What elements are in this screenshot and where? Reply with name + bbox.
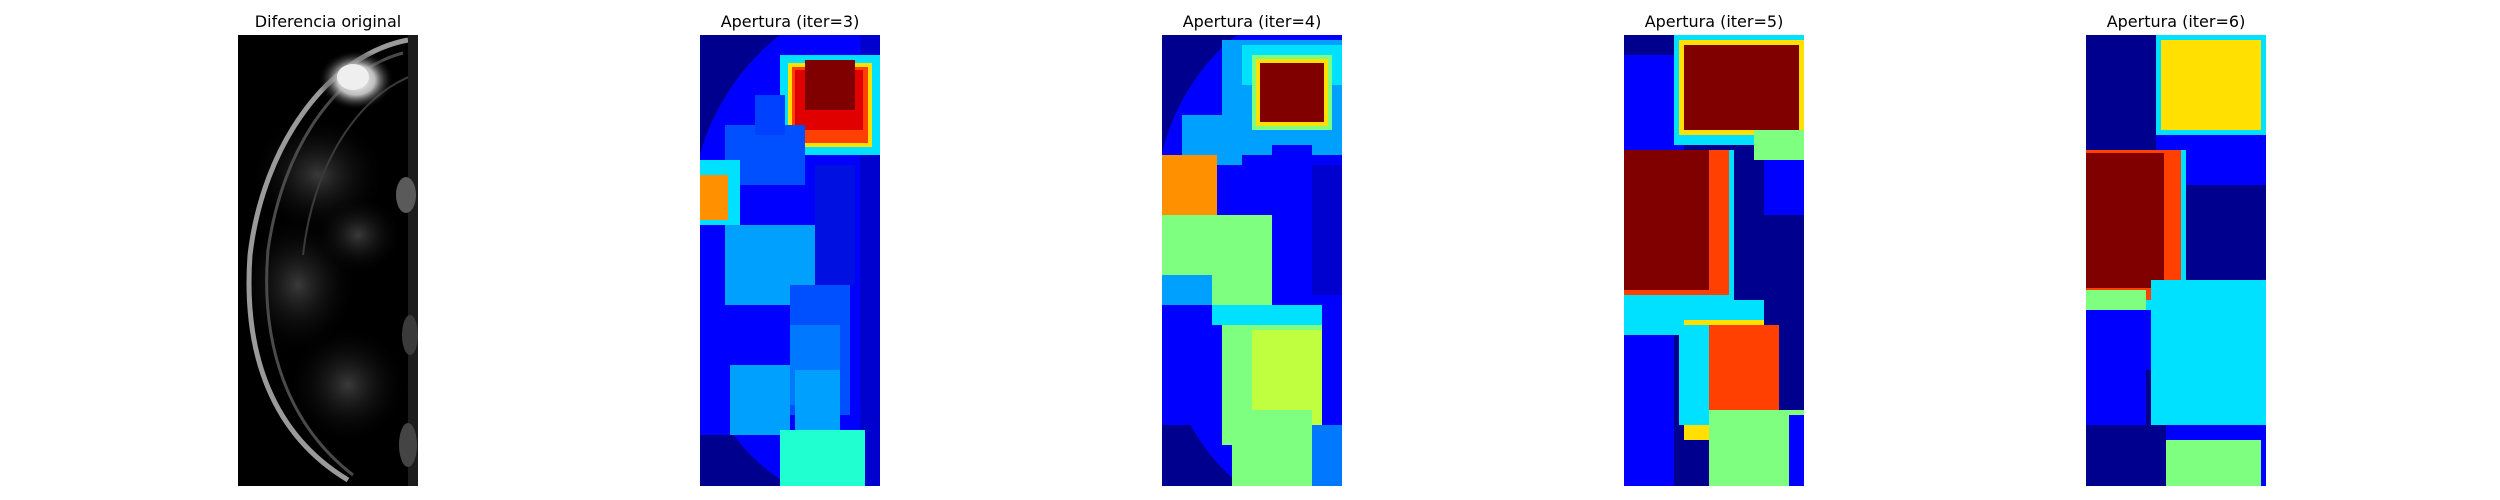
panel-iter-6: Apertura (iter=6) <box>2086 0 2266 500</box>
panel-title: Apertura (iter=6) <box>2106 12 2246 31</box>
panel-title: Diferencia original <box>254 12 402 31</box>
panel-title: Apertura (iter=5) <box>1644 12 1784 31</box>
jet-image-iter-4 <box>1162 35 1342 486</box>
panel-title: Apertura (iter=4) <box>1182 12 1322 31</box>
panel-title: Apertura (iter=3) <box>720 12 860 31</box>
jet-image-iter-3 <box>700 35 880 486</box>
jet-image-iter-6 <box>2086 35 2266 486</box>
panel-iter-4: Apertura (iter=4) <box>1162 0 1342 500</box>
jet-image-iter-5 <box>1624 35 1804 486</box>
grayscale-image <box>238 35 418 486</box>
panel-iter-5: Apertura (iter=5) <box>1624 0 1804 500</box>
panel-original: Diferencia original <box>238 0 418 500</box>
panel-iter-3: Apertura (iter=3) <box>700 0 880 500</box>
